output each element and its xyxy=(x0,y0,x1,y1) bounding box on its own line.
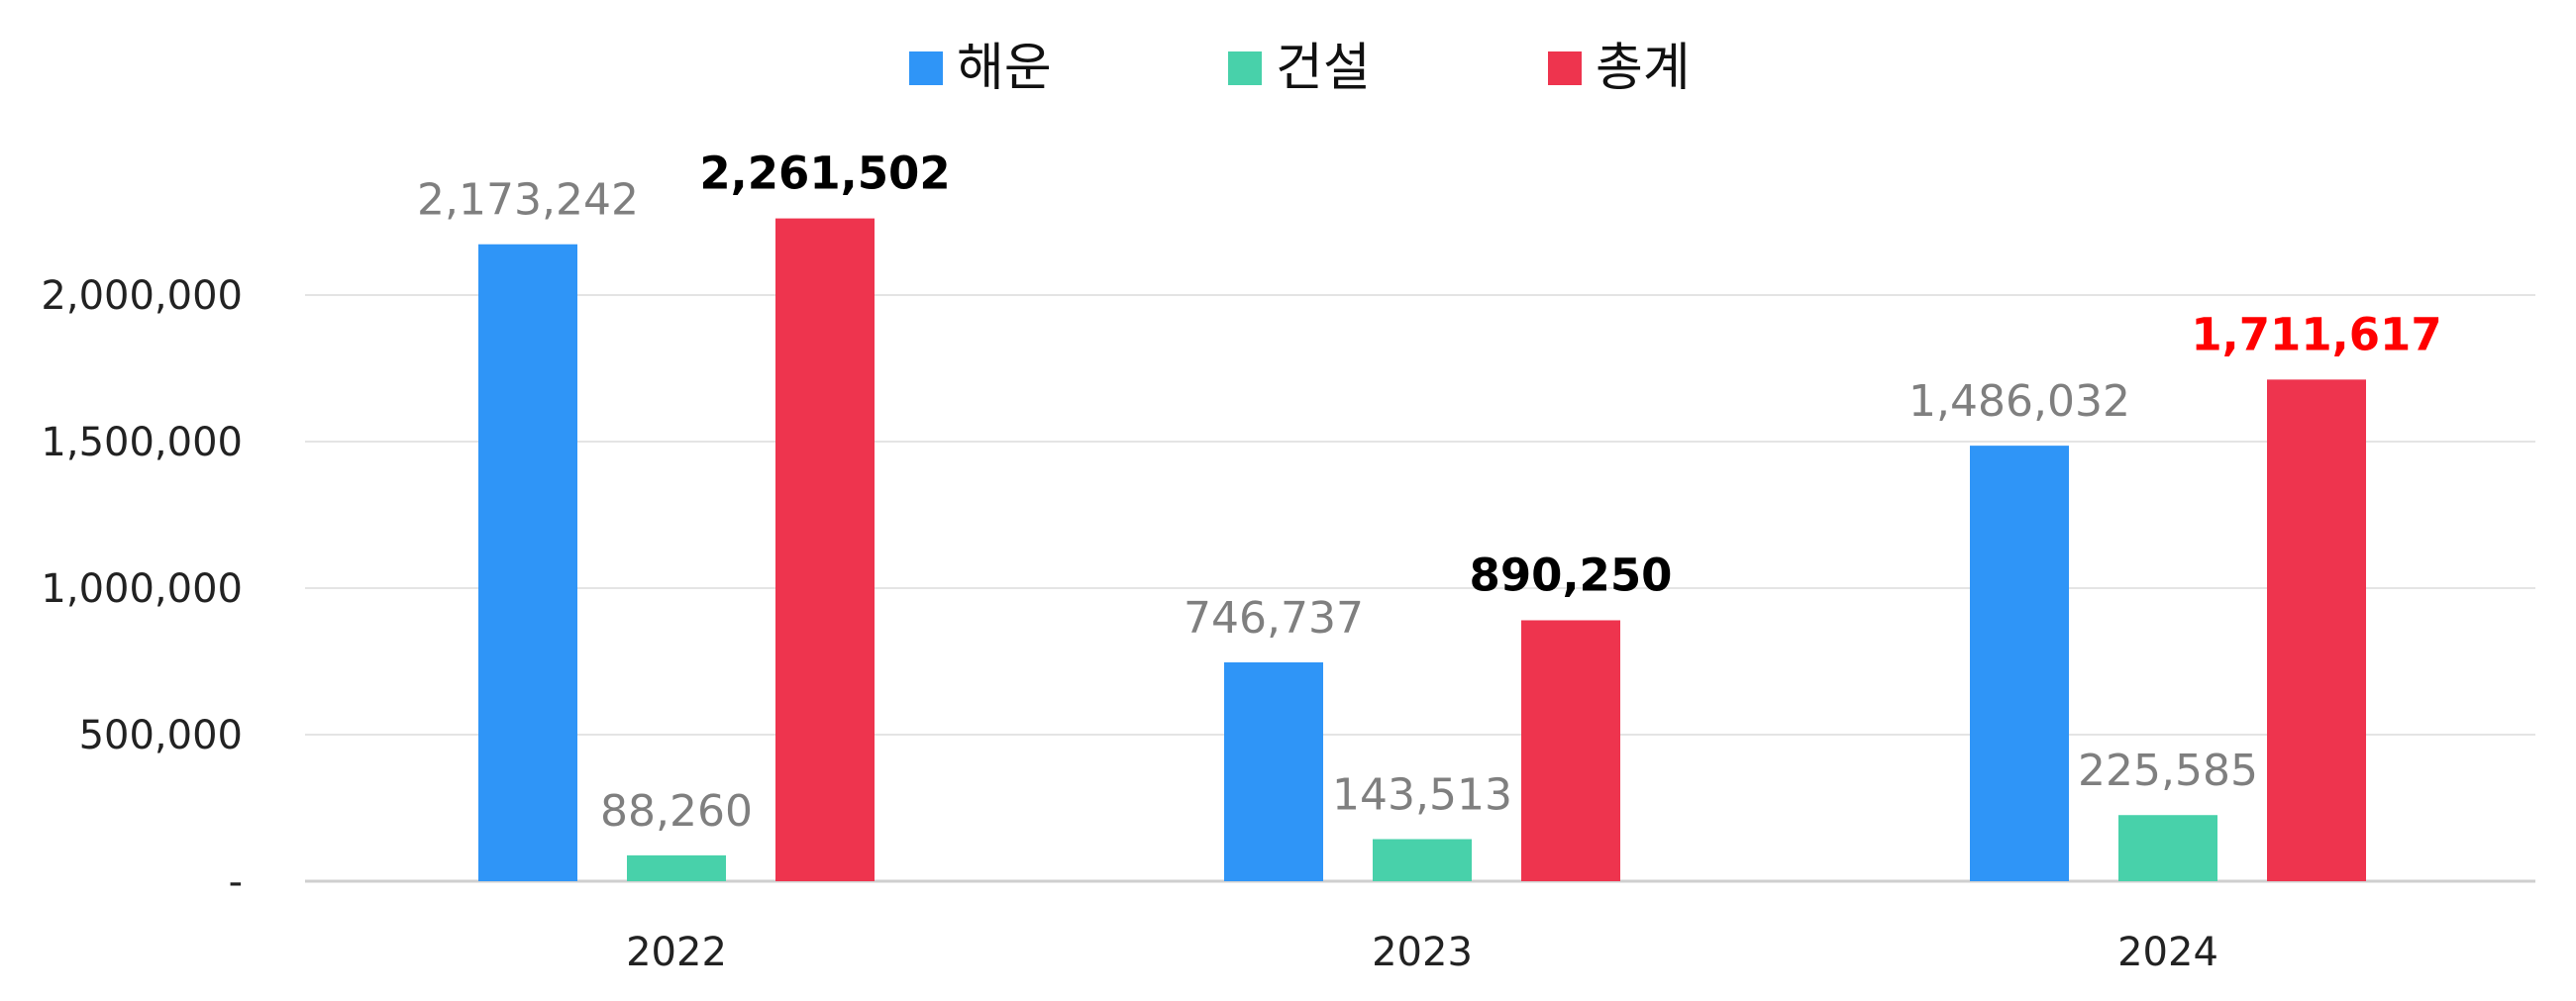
data-label: 1,486,032 xyxy=(1908,376,2130,427)
data-label: 143,513 xyxy=(1332,770,1512,821)
bar xyxy=(478,244,577,882)
data-label: 225,585 xyxy=(2078,746,2258,796)
legend-label: 건설 xyxy=(1276,39,1371,98)
bar xyxy=(1521,620,1620,881)
y-tick-label: 1,000,000 xyxy=(41,566,243,612)
y-axis: - 500,000 1,000,000 1,500,000 2,000,000 xyxy=(41,273,243,905)
data-label: 2,173,242 xyxy=(417,175,639,226)
bar xyxy=(775,218,875,882)
legend-swatch xyxy=(909,51,943,85)
bar xyxy=(1224,661,1323,881)
data-label: 2,261,502 xyxy=(699,148,950,200)
x-tick-label: 2022 xyxy=(626,930,727,975)
bar xyxy=(2267,379,2366,881)
x-tick-label: 2024 xyxy=(2117,930,2218,975)
y-tick-label: 500,000 xyxy=(79,713,243,758)
x-axis: 2022 2023 2024 xyxy=(626,930,2218,975)
bar xyxy=(1970,446,2069,881)
data-label: 1,711,617 xyxy=(2191,308,2441,360)
y-tick-label: 2,000,000 xyxy=(41,273,243,319)
x-tick-label: 2023 xyxy=(1372,930,1473,975)
data-label: 88,260 xyxy=(600,786,753,837)
legend-label: 해운 xyxy=(957,39,1052,98)
bar xyxy=(627,854,726,881)
data-labels: 2,173,242 88,260 2,261,502 746,737 143,513 89… xyxy=(417,148,2442,837)
data-label: 746,737 xyxy=(1184,593,1364,644)
legend-swatch xyxy=(1548,51,1582,85)
y-tick-label: - xyxy=(229,859,243,905)
legend-label: 총계 xyxy=(1596,39,1691,98)
bars xyxy=(478,218,2366,882)
bar xyxy=(2118,815,2217,881)
legend: 해운 건설 총계 xyxy=(909,39,1691,98)
legend-swatch xyxy=(1228,51,1262,85)
data-label: 890,250 xyxy=(1470,549,1673,601)
bar xyxy=(1373,839,1472,881)
y-tick-label: 1,500,000 xyxy=(41,420,243,465)
